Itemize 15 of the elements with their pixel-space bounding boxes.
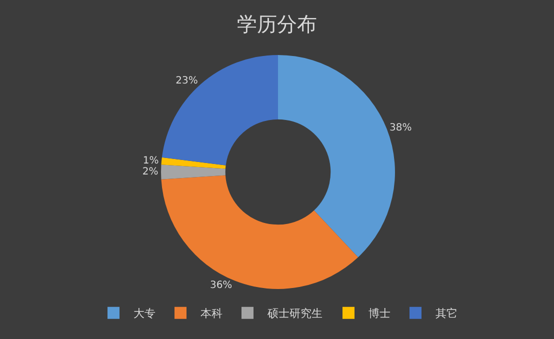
donut-slice xyxy=(162,55,278,166)
legend-label: 本科 xyxy=(200,307,222,320)
legend-label: 博士 xyxy=(368,307,390,320)
legend-label: 硕士研究生 xyxy=(266,307,322,320)
data-label: 1% xyxy=(142,155,159,166)
donut-slice xyxy=(161,157,226,169)
legend-label: 大专 xyxy=(134,307,156,320)
data-label: 38% xyxy=(390,122,412,134)
donut-slice xyxy=(161,164,226,180)
data-label: 2% xyxy=(142,166,158,178)
chart-title: 学历分布 xyxy=(237,12,317,36)
legend-label: 其它 xyxy=(436,307,458,320)
data-label: 23% xyxy=(176,76,198,87)
data-label: 36% xyxy=(210,280,232,292)
donut-slice xyxy=(161,175,358,289)
